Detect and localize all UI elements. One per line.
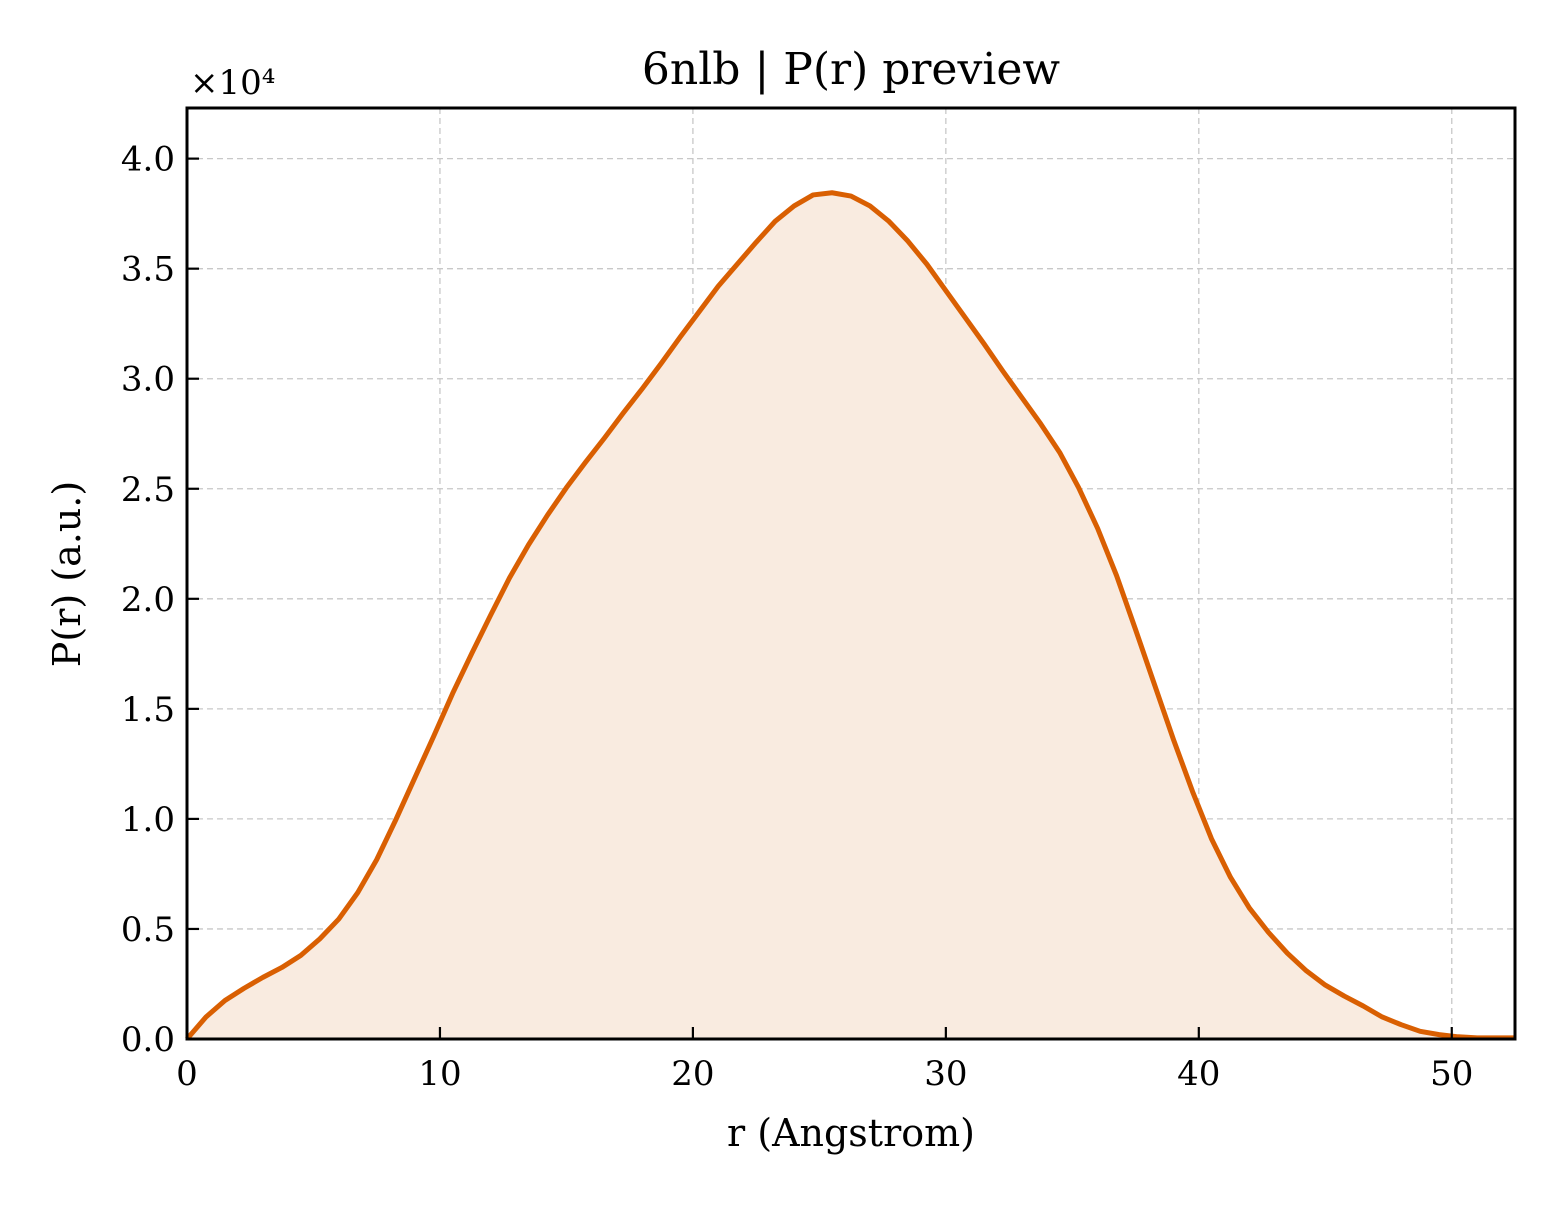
axis-ticks: 0 10 20 30 40 50 0.0 0.5 1.0 1.5 2.0 2.5 3.0 3.5 4.0	[121, 140, 1473, 1094]
pr-series-line	[185, 190, 1515, 1041]
y-tick-label: 4.0	[121, 140, 175, 180]
y-tick-label: 2.5	[121, 470, 175, 510]
x-tick-label: 0	[176, 1054, 198, 1094]
x-tick-label: 50	[1430, 1054, 1473, 1094]
x-tick-label: 40	[1177, 1054, 1220, 1094]
x-tick-label: 20	[671, 1054, 714, 1094]
x-axis-label: r (Angstrom)	[727, 1111, 975, 1155]
y-tick-label: 2.0	[121, 580, 175, 620]
y-tick-label: 0.0	[121, 1020, 175, 1060]
x-tick-label: 10	[418, 1054, 461, 1094]
chart-title: 6nlb | P(r) preview	[642, 44, 1061, 95]
y-axis-label: P(r) (a.u.)	[45, 481, 89, 667]
y-axis-multiplier: ×10⁴	[190, 63, 275, 103]
pr-area-fill	[187, 192, 1515, 1040]
y-tick-label: 3.0	[121, 360, 175, 400]
plot-frame	[185, 106, 1517, 1041]
x-tick-label: 30	[924, 1054, 967, 1094]
y-tick-label: 1.5	[121, 690, 175, 730]
y-tick-label: 0.5	[121, 910, 175, 950]
y-tick-label: 3.5	[121, 250, 175, 290]
y-tick-label: 1.0	[121, 800, 175, 840]
